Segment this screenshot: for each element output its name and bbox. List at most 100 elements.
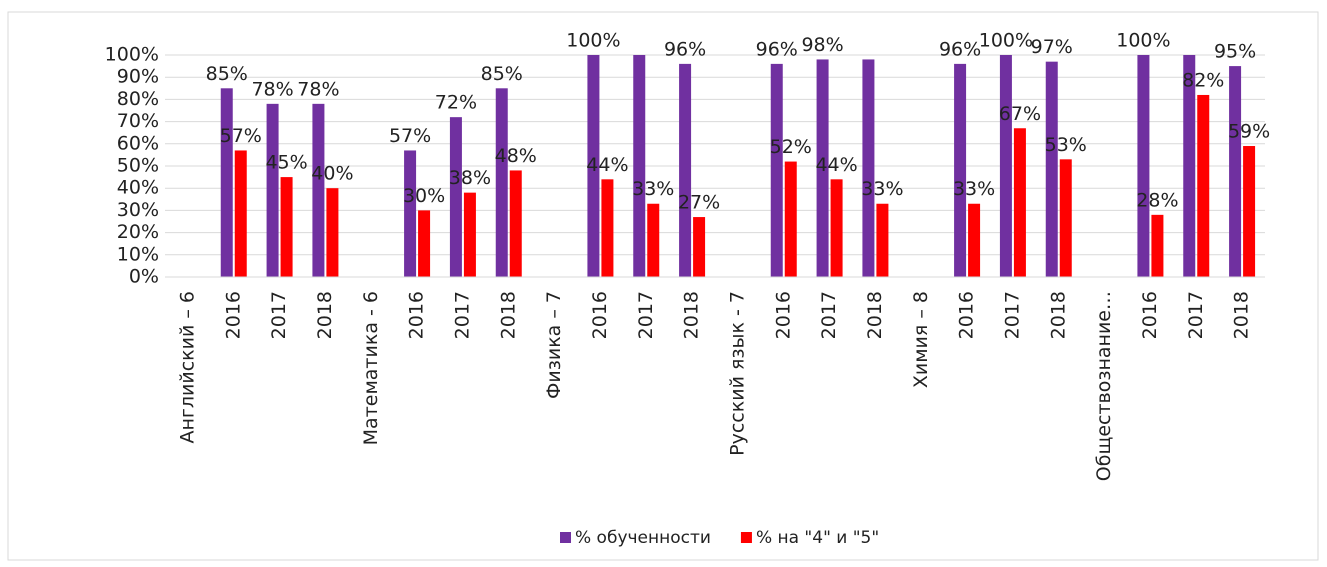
bar [587, 55, 600, 277]
data-label: 96% [756, 38, 798, 60]
data-label: 85% [206, 63, 248, 85]
bar [784, 161, 797, 277]
data-label: 59% [1228, 121, 1270, 143]
y-tick-label: 0% [129, 266, 159, 288]
x-tick-label: 2017 [451, 291, 473, 339]
x-tick-label: 2018 [864, 291, 886, 339]
data-label: 96% [939, 38, 981, 60]
y-tick-label: 30% [117, 199, 159, 221]
bar [220, 88, 233, 277]
y-tick-label: 20% [117, 221, 159, 243]
y-tick-label: 90% [117, 66, 159, 88]
bar [449, 117, 462, 277]
data-label: 67% [999, 103, 1041, 125]
x-tick-label: Физика – 7 [543, 291, 565, 399]
data-label: 33% [861, 178, 903, 200]
x-tick-label: 2016 [589, 291, 611, 339]
bar [1045, 61, 1058, 277]
data-label: 27% [678, 192, 720, 214]
bar [509, 170, 522, 277]
bar [1229, 66, 1242, 277]
data-label: 82% [1182, 69, 1224, 91]
data-label: 57% [220, 125, 262, 147]
data-label: 72% [435, 92, 477, 114]
bar [862, 59, 875, 277]
data-label: 78% [251, 78, 293, 100]
x-tick-label: 2016 [772, 291, 794, 339]
data-label: 100% [1116, 30, 1170, 52]
bar [1059, 159, 1072, 277]
x-tick-label: 2017 [1185, 291, 1207, 339]
data-label: 95% [1214, 41, 1256, 63]
bar [679, 63, 692, 277]
bar [830, 179, 843, 277]
bar [326, 188, 339, 277]
bar [601, 179, 614, 277]
x-tick-label: Русский язык - 7 [726, 291, 748, 456]
x-tick-label: 2016 [1139, 291, 1161, 339]
y-tick-label: 100% [105, 44, 159, 66]
bar [647, 203, 660, 277]
bar [495, 88, 508, 277]
y-tick-label: 80% [117, 88, 159, 110]
bar [1151, 214, 1164, 277]
data-label: 52% [770, 136, 812, 158]
data-label: 45% [265, 152, 307, 174]
x-tick-label: Химия – 8 [910, 291, 932, 388]
bar [234, 150, 247, 277]
data-label: 33% [632, 178, 674, 200]
bar [1243, 146, 1256, 277]
x-tick-label: 2018 [681, 291, 703, 339]
bar [1183, 55, 1196, 277]
bar [968, 203, 981, 277]
bar [770, 63, 783, 277]
data-label: 97% [1031, 36, 1073, 58]
data-label: 33% [953, 178, 995, 200]
bar [418, 210, 431, 277]
x-tick-label: 2018 [314, 291, 336, 339]
data-label: 78% [297, 78, 339, 100]
bar [999, 55, 1012, 277]
data-label: 40% [311, 163, 353, 185]
data-label: 44% [586, 154, 628, 176]
y-tick-label: 50% [117, 155, 159, 177]
data-label: 100% [979, 30, 1033, 52]
x-tick-label: Английский – 6 [176, 291, 198, 444]
chart-border [7, 11, 1319, 561]
bar [954, 63, 967, 277]
bar [816, 59, 829, 277]
bar [404, 150, 417, 277]
data-label: 48% [495, 145, 537, 167]
bar [1197, 94, 1210, 278]
data-label: 96% [664, 38, 706, 60]
bar [876, 203, 889, 277]
x-tick-label: 2016 [222, 291, 244, 339]
bar [312, 103, 325, 277]
bar [463, 192, 476, 277]
data-label: 28% [1136, 189, 1178, 211]
data-label: 85% [481, 63, 523, 85]
x-tick-label: 2017 [268, 291, 290, 339]
x-tick-label: 2017 [1001, 291, 1023, 339]
bar [1013, 128, 1026, 277]
y-tick-label: 60% [117, 132, 159, 154]
y-tick-label: 70% [117, 110, 159, 132]
data-label: 98% [801, 34, 843, 56]
bar [633, 55, 646, 277]
legend-swatch [740, 532, 752, 543]
y-tick-label: 40% [117, 177, 159, 199]
bar [280, 177, 293, 277]
bar [693, 217, 706, 277]
x-tick-label: Обществознание… [1093, 291, 1115, 481]
legend-label: % обученности [575, 528, 711, 548]
x-tick-label: 2018 [1231, 291, 1253, 339]
x-tick-label: 2016 [406, 291, 428, 339]
y-tick-label: 10% [117, 243, 159, 265]
data-label: 38% [449, 167, 491, 189]
x-tick-label: 2017 [818, 291, 840, 339]
data-label: 53% [1045, 134, 1087, 156]
data-label: 44% [815, 154, 857, 176]
data-label: 57% [389, 125, 431, 147]
legend-label: % на "4" и "5" [756, 528, 879, 548]
